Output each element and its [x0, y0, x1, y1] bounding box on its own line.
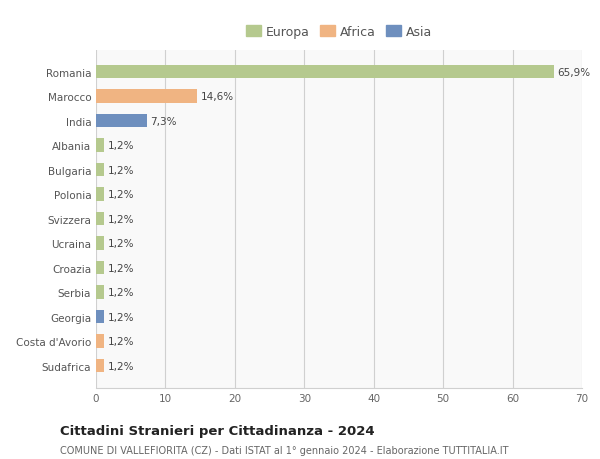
Bar — [96, 115, 146, 128]
Text: 1,2%: 1,2% — [108, 361, 134, 371]
Legend: Europa, Africa, Asia: Europa, Africa, Asia — [244, 23, 434, 41]
Text: 1,2%: 1,2% — [108, 141, 134, 151]
Text: 1,2%: 1,2% — [108, 214, 134, 224]
Text: 14,6%: 14,6% — [201, 92, 234, 102]
Bar — [96, 237, 104, 250]
Text: 1,2%: 1,2% — [108, 263, 134, 273]
Bar — [96, 286, 104, 299]
Bar — [96, 335, 104, 348]
Text: COMUNE DI VALLEFIORITA (CZ) - Dati ISTAT al 1° gennaio 2024 - Elaborazione TUTTI: COMUNE DI VALLEFIORITA (CZ) - Dati ISTAT… — [60, 445, 509, 455]
Text: 1,2%: 1,2% — [108, 165, 134, 175]
Bar — [96, 213, 104, 226]
Text: 1,2%: 1,2% — [108, 190, 134, 200]
Text: 7,3%: 7,3% — [150, 117, 176, 126]
Text: 1,2%: 1,2% — [108, 287, 134, 297]
Text: 1,2%: 1,2% — [108, 312, 134, 322]
Bar — [96, 66, 554, 79]
Bar — [96, 310, 104, 324]
Bar — [96, 163, 104, 177]
Text: 65,9%: 65,9% — [557, 67, 590, 78]
Text: Cittadini Stranieri per Cittadinanza - 2024: Cittadini Stranieri per Cittadinanza - 2… — [60, 425, 374, 437]
Text: 1,2%: 1,2% — [108, 336, 134, 347]
Bar — [96, 139, 104, 152]
Text: 1,2%: 1,2% — [108, 239, 134, 249]
Bar — [96, 359, 104, 373]
Bar — [96, 90, 197, 104]
Bar — [96, 261, 104, 275]
Bar — [96, 188, 104, 202]
